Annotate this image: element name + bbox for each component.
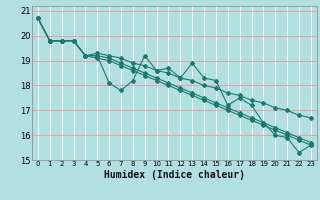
X-axis label: Humidex (Indice chaleur): Humidex (Indice chaleur) xyxy=(104,170,245,180)
